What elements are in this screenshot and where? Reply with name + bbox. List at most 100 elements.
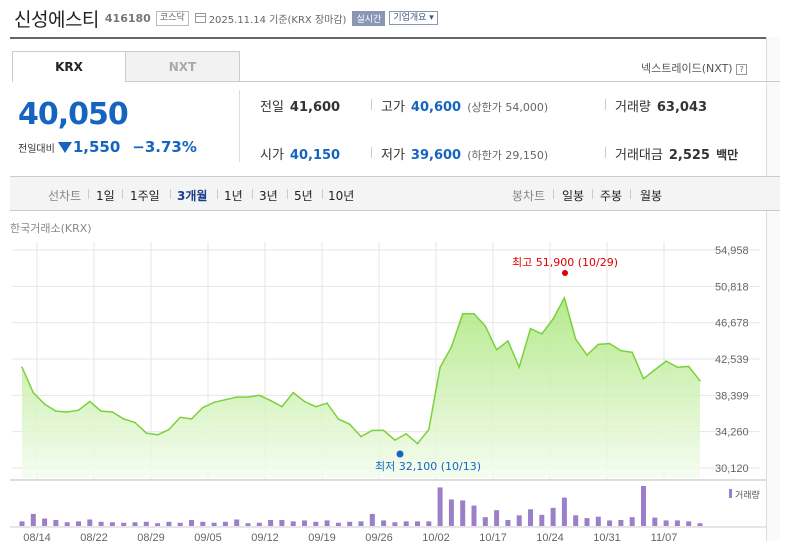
volume-bar — [166, 521, 172, 526]
stat-label: 전일 — [260, 100, 284, 115]
separator — [122, 189, 123, 199]
stat-value: 40,150 — [289, 148, 341, 163]
volume-bar — [256, 522, 262, 526]
separator — [605, 99, 606, 110]
stock-code: 416180 — [104, 11, 151, 25]
period-1w[interactable]: 1주일 — [130, 189, 160, 203]
volume-bar — [618, 519, 624, 526]
volume-bar — [697, 523, 703, 526]
price-point — [552, 318, 554, 320]
separator — [592, 189, 593, 199]
price-point — [213, 401, 215, 404]
price-point — [292, 391, 295, 394]
period-1d[interactable]: 1일 — [96, 189, 115, 203]
period-10y[interactable]: 10년 — [328, 189, 355, 203]
price-point — [235, 396, 238, 398]
y-tick-label: 34,260 — [715, 427, 749, 439]
y-tick-label: 30,120 — [715, 463, 749, 475]
calendar-icon — [194, 13, 206, 23]
period-5y[interactable]: 5년 — [294, 189, 313, 203]
period-3y[interactable]: 3년 — [259, 189, 278, 203]
volume-bar — [573, 515, 579, 526]
price-point — [687, 365, 690, 368]
realtime-button[interactable]: 실시간 — [352, 10, 386, 26]
volume-bar — [42, 518, 48, 526]
price-point — [66, 411, 68, 413]
volume-bar — [528, 509, 533, 526]
candle-daily[interactable]: 일봉 — [562, 189, 585, 203]
volume-bar — [87, 519, 93, 526]
volume-bar — [313, 521, 319, 526]
volume-bar — [245, 523, 251, 526]
down-triangle-icon — [57, 141, 72, 153]
price-point — [258, 394, 261, 397]
volume-bar — [155, 523, 161, 526]
price-point — [631, 351, 633, 354]
stat-label: 시가 — [260, 148, 284, 163]
x-tick-label: 09/26 — [365, 532, 393, 541]
price-point — [642, 377, 645, 380]
tab-nxt[interactable]: NXT — [125, 51, 240, 82]
price-point — [134, 421, 136, 424]
volume-bar — [76, 521, 81, 526]
line-chart-label: 선차트 — [48, 189, 82, 203]
price-point — [224, 398, 227, 401]
x-tick-label: 09/19 — [308, 532, 336, 541]
low-marker — [396, 450, 404, 458]
stat-label: 저가 — [381, 148, 405, 163]
period-3m[interactable]: 3개월 — [177, 189, 208, 203]
x-tick-label: 11/07 — [651, 532, 678, 541]
volume-legend-swatch — [729, 489, 732, 498]
volume-bar — [302, 520, 307, 526]
volume-bar — [132, 522, 138, 526]
x-tick-label: 09/12 — [251, 532, 279, 541]
price-point — [676, 366, 679, 369]
nextrade-link[interactable]: 넥스트레이드(NXT) ? — [641, 60, 748, 76]
price-point — [303, 400, 306, 403]
price-point — [190, 418, 193, 420]
volume-bar — [109, 522, 115, 526]
price-point — [100, 410, 102, 412]
candle-weekly[interactable]: 주봉 — [600, 189, 623, 203]
x-tick-label: 08/22 — [80, 532, 108, 541]
x-tick-label: 09/05 — [194, 532, 222, 541]
stat-high: 고가 40,600 (상한가 54,000) — [371, 96, 548, 115]
volume-legend: 거래량 — [735, 489, 760, 501]
stat-label: 거래량 — [615, 100, 651, 115]
scrollbar[interactable] — [766, 37, 780, 541]
stat-open: 시가 40,150 — [260, 144, 340, 163]
market-badge: 코스닥 — [155, 10, 189, 26]
volume-bar — [392, 522, 398, 526]
price-point — [461, 312, 464, 315]
price-point — [89, 400, 91, 403]
volume-bar — [200, 521, 206, 526]
price-point — [439, 366, 441, 369]
price-point — [111, 411, 114, 413]
stat-value: 2,525 — [668, 148, 710, 163]
x-tick-label: 10/31 — [593, 532, 621, 541]
volume-bar — [494, 510, 500, 526]
price-point — [202, 406, 204, 409]
y-tick-label: 46,678 — [715, 318, 749, 330]
stats-divider — [239, 90, 240, 162]
volume-bar — [211, 522, 217, 526]
change-amount: 1,550 — [72, 138, 121, 156]
x-tick-label: 08/29 — [137, 532, 165, 541]
volume-bar — [234, 519, 240, 526]
price-point — [495, 348, 498, 351]
volume-bar — [516, 515, 522, 526]
stock-header: 신성에스티 416180 코스닥 2025.11.14 기준(KRX 장마감) … — [14, 4, 438, 32]
candle-monthly[interactable]: 월봉 — [640, 189, 663, 203]
price-point — [473, 312, 475, 315]
price-point — [574, 338, 577, 340]
separator — [371, 99, 372, 110]
price-point — [529, 327, 532, 330]
period-1y[interactable]: 1년 — [224, 189, 243, 203]
help-icon[interactable]: ? — [736, 63, 748, 75]
company-overview-dropdown[interactable]: 기업개요 ▾ — [389, 11, 438, 25]
volume-bar — [347, 521, 353, 526]
price-change: 전일대비 1,550 −3.73% — [18, 138, 197, 156]
volume-bar — [324, 520, 330, 526]
base-date: 2025.11.14 기준(KRX 장마감) — [208, 14, 347, 26]
